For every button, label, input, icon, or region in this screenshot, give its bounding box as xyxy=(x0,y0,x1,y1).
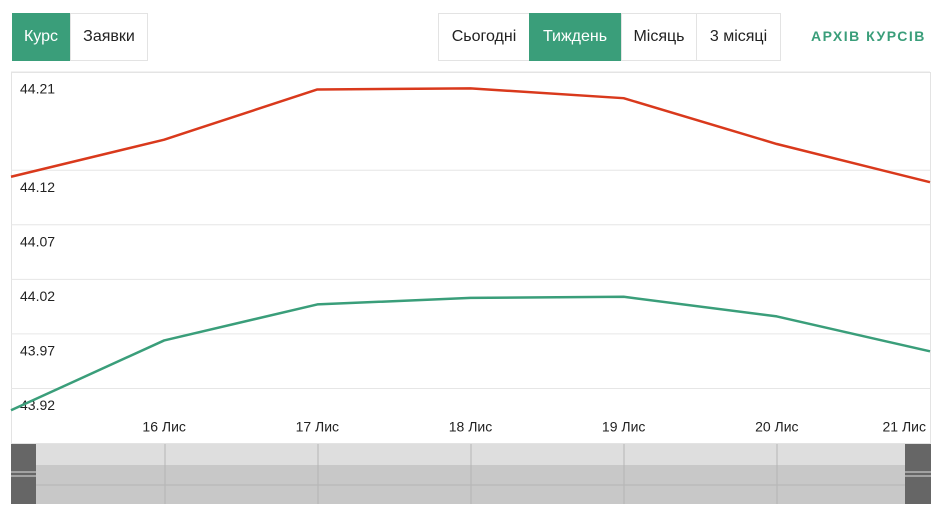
x-tick-label: 17 Лис xyxy=(296,419,339,435)
tab-orders[interactable]: Заявки xyxy=(70,13,148,61)
navigator-lines xyxy=(36,444,905,504)
tab-rate[interactable]: Курс xyxy=(12,13,70,61)
archive-link[interactable]: АРХІВ КУРСІВ xyxy=(811,28,926,44)
navigator xyxy=(11,444,931,504)
x-tick-label: 18 Лис xyxy=(449,419,492,435)
y-tick-label: 44.02 xyxy=(20,288,55,304)
x-tick-label: 20 Лис xyxy=(755,419,798,435)
handle-grips xyxy=(11,471,931,477)
x-tick-label: 16 Лис xyxy=(142,419,185,435)
y-tick-label: 44.07 xyxy=(20,233,55,249)
tab-week[interactable]: Тиждень xyxy=(529,13,621,61)
navigator-handle-left[interactable] xyxy=(11,444,36,504)
tab-today[interactable]: Сьогодні xyxy=(438,13,530,61)
tab-3months[interactable]: 3 місяці xyxy=(696,13,781,61)
y-tick-label: 43.92 xyxy=(20,397,55,413)
plot-frame xyxy=(11,72,931,444)
navigator-handle-right[interactable] xyxy=(905,444,931,504)
x-tick-label: 21 Лис xyxy=(883,419,926,435)
series-line xyxy=(10,87,931,184)
x-tick-label: 19 Лис xyxy=(602,419,645,435)
tab-month[interactable]: Місяць xyxy=(621,13,697,61)
y-tick-label: 43.97 xyxy=(20,343,55,359)
series-line xyxy=(10,295,931,412)
y-tick-label: 44.12 xyxy=(20,179,55,195)
y-tick-label: 44.21 xyxy=(20,81,55,97)
